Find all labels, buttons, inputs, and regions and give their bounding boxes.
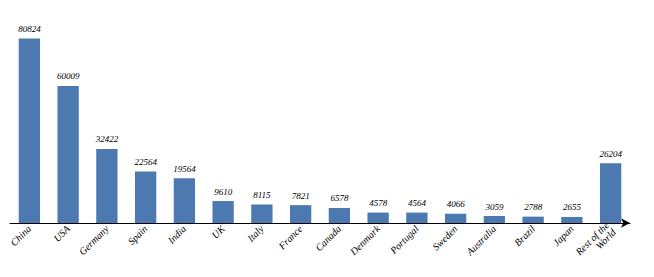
svg-text:4564: 4564 [408, 198, 427, 208]
svg-text:World: World [593, 226, 618, 251]
svg-text:USA: USA [51, 222, 72, 243]
svg-text:2788: 2788 [524, 202, 543, 212]
svg-text:32422: 32422 [95, 134, 119, 144]
svg-text:Australia: Australia [463, 223, 498, 258]
svg-text:8115: 8115 [253, 190, 271, 200]
svg-text:Canada: Canada [313, 223, 343, 253]
svg-text:Portugal: Portugal [387, 223, 421, 257]
svg-text:9610: 9610 [214, 187, 233, 197]
svg-text:Japan: Japan [551, 223, 576, 248]
svg-text:Rest of the: Rest of the [573, 219, 611, 258]
svg-text:Denmark: Denmark [347, 223, 382, 258]
svg-text:6578: 6578 [330, 193, 349, 203]
svg-text:19564: 19564 [173, 164, 196, 174]
svg-text:3059: 3059 [484, 202, 504, 212]
svg-text:China: China [8, 223, 33, 248]
svg-text:26204: 26204 [599, 149, 622, 159]
svg-text:7821: 7821 [292, 191, 310, 201]
svg-text:Italy: Italy [244, 223, 266, 245]
svg-text:Spain: Spain [126, 223, 150, 247]
svg-text:80824: 80824 [18, 24, 41, 34]
svg-text:4578: 4578 [369, 198, 388, 208]
svg-text:Brazil: Brazil [512, 223, 537, 248]
svg-text:22564: 22564 [134, 157, 157, 167]
svg-text:2655: 2655 [563, 202, 582, 212]
svg-text:UK: UK [209, 222, 228, 241]
svg-text:Germany: Germany [77, 223, 111, 257]
svg-text:4066: 4066 [447, 199, 466, 209]
svg-text:India: India [165, 223, 188, 246]
svg-text:Sweden: Sweden [430, 223, 459, 252]
svg-text:60009: 60009 [57, 71, 80, 81]
svg-text:France: France [276, 223, 305, 252]
